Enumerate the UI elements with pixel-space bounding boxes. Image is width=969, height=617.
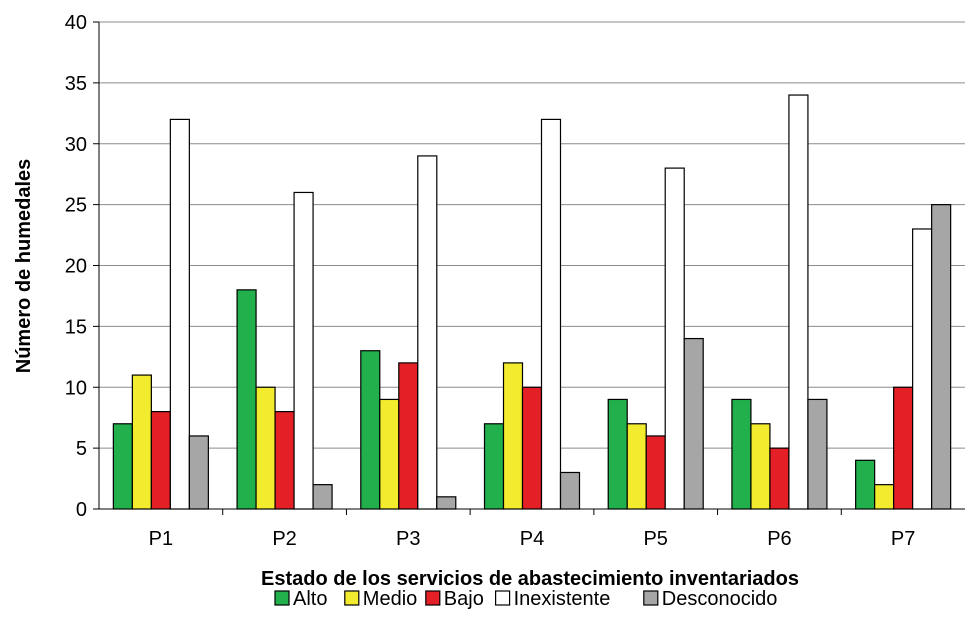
bar-bajo-p4 [521, 386, 543, 510]
bar-medio-p3 [379, 398, 400, 510]
bar-alto-p3 [360, 350, 381, 510]
x-tick-label-p3: P3 [396, 528, 420, 550]
bars [112, 94, 952, 510]
legend-label: Inexistente [514, 588, 611, 610]
legend-label: Medio [363, 588, 417, 610]
bar-desconocido-p5 [683, 337, 704, 510]
x-tick-label-p5: P5 [643, 528, 667, 550]
bar-bajo-p2 [274, 411, 295, 510]
y-tick-label: 5 [76, 438, 87, 460]
bar-medio-p5 [626, 423, 647, 510]
y-tick-label: 10 [65, 377, 87, 399]
y-axis-title: Número de humedales [13, 159, 35, 374]
x-axis-title: Estado de los servicios de abastecimient… [261, 568, 799, 590]
y-tick-label: 30 [65, 134, 87, 156]
bar-desconocido-p3 [436, 496, 457, 510]
y-tick-label: 20 [65, 256, 87, 278]
bar-inexistente-p4 [540, 118, 562, 510]
bar-bajo-p7 [893, 386, 914, 510]
legend-swatch [495, 590, 511, 606]
legend-item-inexistente: Inexistente [495, 588, 611, 610]
bar-inexistente-p2 [293, 191, 314, 510]
bar-alto-p7 [855, 459, 876, 510]
axes [98, 22, 965, 515]
bar-inexistente-p6 [788, 94, 809, 510]
bar-desconocido-p2 [312, 484, 333, 510]
bar-bajo-p6 [769, 447, 790, 510]
legend-label: Desconocido [662, 588, 778, 610]
legend-item-bajo: Bajo [425, 588, 484, 610]
y-tick-labels: 0 5 10 15 20 25 30 35 40 [65, 12, 87, 521]
legend-item-desconocido: Desconocido [643, 588, 778, 610]
bar-alto-p1 [112, 423, 133, 510]
x-tick-label-p6: P6 [767, 528, 791, 550]
x-tick-label-p1: P1 [149, 528, 173, 550]
bar-bajo-p3 [398, 362, 419, 510]
bar-alto-p2 [236, 289, 257, 510]
bar-desconocido-p6 [807, 398, 828, 510]
legend-swatch [274, 590, 290, 606]
x-tick-labels: P1 P2 P3 P4 P5 P6 P7 [149, 528, 916, 550]
bar-inexistente-p3 [417, 155, 438, 510]
y-tick-label: 0 [76, 499, 87, 521]
legend-label: Alto [293, 588, 327, 610]
bar-medio-p2 [255, 386, 276, 510]
y-tick-label: 40 [65, 12, 87, 34]
x-tick-label-p2: P2 [272, 528, 296, 550]
bar-alto-p5 [607, 398, 628, 510]
legend-swatch [344, 590, 360, 606]
bar-inexistente-p7 [912, 228, 933, 510]
bar-desconocido-p1 [188, 435, 209, 510]
y-tick-label: 25 [65, 195, 87, 217]
bar-desconocido-p4 [559, 471, 581, 510]
legend-item-alto: Alto [274, 588, 327, 610]
bar-medio-p7 [874, 484, 895, 510]
bar-inexistente-p1 [169, 118, 190, 510]
legend-swatch [425, 590, 441, 606]
x-tick-label-p4: P4 [520, 528, 544, 550]
legend: Alto Medio Bajo Inexistente Desconocido [274, 588, 778, 610]
bar-bajo-p1 [150, 411, 171, 510]
bar-desconocido-p7 [931, 204, 952, 510]
bar-medio-p1 [131, 374, 152, 510]
bar-alto-p6 [731, 398, 752, 510]
y-tick-label: 35 [65, 73, 87, 95]
legend-swatch [643, 590, 659, 606]
bar-bajo-p5 [645, 435, 666, 510]
legend-item-medio: Medio [344, 588, 417, 610]
bar-medio-p6 [750, 423, 771, 510]
legend-label: Bajo [444, 588, 484, 610]
x-tick-label-p7: P7 [891, 528, 915, 550]
bar-inexistente-p5 [664, 167, 685, 510]
y-tick-label: 15 [65, 316, 87, 338]
bar-medio-p4 [502, 362, 524, 510]
bar-alto-p4 [483, 423, 505, 510]
